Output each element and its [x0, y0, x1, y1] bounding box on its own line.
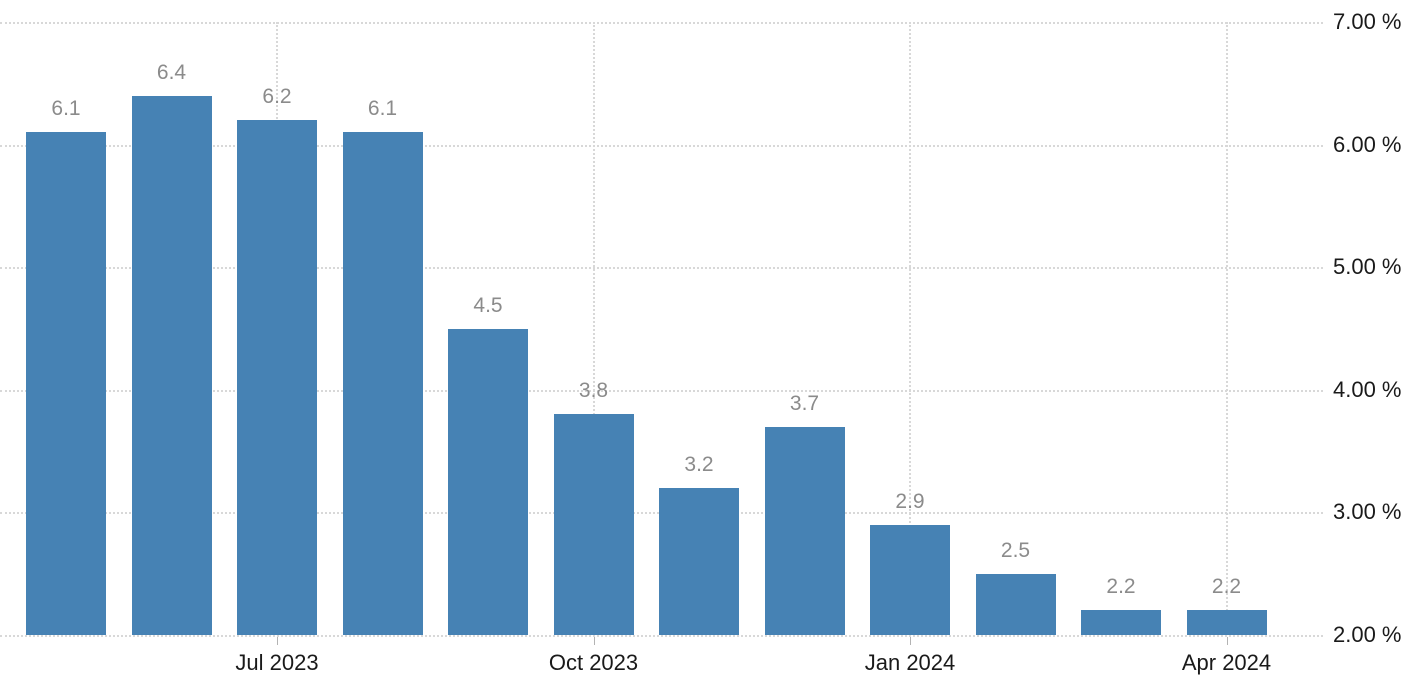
- bar-value-label: 3.2: [684, 452, 714, 476]
- bar[interactable]: [342, 132, 423, 635]
- y-axis-tick-label: 6.00 %: [1333, 131, 1402, 157]
- x-axis-tick-mark: [277, 637, 278, 645]
- gridline-horizontal: [0, 267, 1323, 270]
- gridline-vertical: [909, 22, 911, 635]
- gridline-horizontal: [0, 635, 1323, 637]
- bar[interactable]: [448, 328, 528, 635]
- y-axis-tick-label: 5.00 %: [1333, 254, 1402, 280]
- bar[interactable]: [26, 132, 106, 635]
- y-axis-tick-label: 7.00 %: [1333, 9, 1402, 34]
- gridline-horizontal: [0, 22, 1323, 24]
- x-axis-tick-label: Apr 2024: [1181, 650, 1272, 675]
- gridline-vertical: [592, 22, 595, 635]
- bar[interactable]: [659, 487, 739, 635]
- bar[interactable]: [870, 524, 950, 635]
- y-axis-tick-label: 3.00 %: [1333, 499, 1402, 525]
- x-axis-tick-label: Oct 2023: [548, 650, 639, 675]
- gridline-horizontal: [0, 144, 1323, 147]
- gridline-vertical: [1225, 22, 1228, 635]
- y-axis-tick-label: 4.00 %: [1333, 376, 1402, 402]
- bar[interactable]: [764, 426, 845, 635]
- bar-value-label: 4.5: [473, 293, 503, 317]
- x-axis-tick-mark: [593, 637, 595, 645]
- x-axis-tick-label: Jul 2023: [235, 650, 319, 675]
- y-axis-tick-label: 2.00 %: [1333, 622, 1402, 647]
- bar-value-label: 3.7: [789, 391, 820, 415]
- bar-value-label: 2.2: [1106, 575, 1136, 599]
- bar-value-label: 6.2: [262, 85, 292, 109]
- bar-value-label: 3.8: [578, 379, 609, 403]
- bar[interactable]: [975, 573, 1056, 635]
- bar-value-label: 2.5: [1000, 538, 1031, 562]
- bar-value-label: 2.2: [1211, 575, 1242, 599]
- bar-value-label: 6.1: [367, 97, 398, 121]
- x-axis-tick-mark: [910, 637, 911, 645]
- x-axis-tick-label: Jan 2024: [864, 650, 956, 675]
- bar[interactable]: [237, 120, 317, 635]
- x-axis-tick-mark: [1226, 637, 1228, 645]
- bar[interactable]: [131, 95, 212, 635]
- bar[interactable]: [1081, 610, 1161, 635]
- bar-value-label: 2.9: [895, 489, 925, 513]
- bar-value-label: 6.1: [51, 97, 81, 121]
- bar[interactable]: [553, 414, 634, 635]
- bar-value-label: 6.4: [156, 60, 187, 84]
- gridline-horizontal: [0, 389, 1323, 392]
- bar[interactable]: [1186, 610, 1267, 635]
